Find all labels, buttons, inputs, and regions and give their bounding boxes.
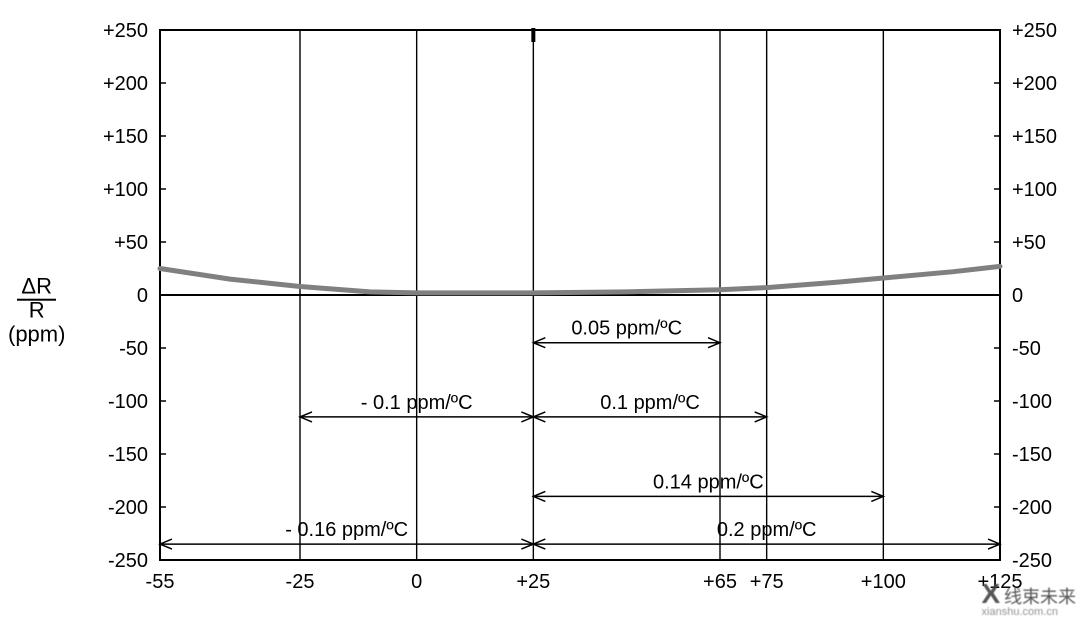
- tcr-chart: -55-250+25+65+75+100+125+250+250+200+200…: [0, 0, 1080, 622]
- y-tick-label-left: +50: [114, 232, 148, 254]
- y-tick-label-left: -250: [108, 550, 148, 572]
- y-axis-label: ΔR R (ppm): [8, 275, 65, 348]
- y-tick-label-left: 0: [137, 285, 148, 307]
- y-tick-label-right: +100: [1012, 179, 1057, 201]
- y-label-denominator: R: [25, 298, 49, 323]
- tcr-annotation: - 0.16 ppm/ºC: [285, 519, 408, 541]
- y-tick-label-right: -200: [1012, 497, 1052, 519]
- y-tick-label-left: +100: [103, 179, 148, 201]
- y-label-numerator: ΔR: [17, 274, 56, 301]
- y-tick-label-left: -150: [108, 444, 148, 466]
- tcr-annotation: 0.2 ppm/ºC: [717, 519, 817, 541]
- y-tick-label-right: -50: [1012, 338, 1041, 360]
- y-tick-label-right: +150: [1012, 126, 1057, 148]
- tcr-annotation: 0.14 ppm/ºC: [653, 471, 764, 493]
- y-label-unit: (ppm): [8, 322, 65, 347]
- x-tick-label: +100: [861, 571, 906, 593]
- y-tick-label-left: +250: [103, 20, 148, 42]
- x-tick-label: +65: [703, 571, 737, 593]
- y-tick-label-right: -250: [1012, 550, 1052, 572]
- y-tick-label-right: -100: [1012, 391, 1052, 413]
- x-tick-label: -25: [286, 571, 315, 593]
- y-tick-label-right: +200: [1012, 73, 1057, 95]
- x-tick-label: +75: [750, 571, 784, 593]
- tcr-annotation: - 0.1 ppm/ºC: [361, 392, 473, 414]
- tcr-curve: [160, 266, 1000, 293]
- y-tick-label-left: +200: [103, 73, 148, 95]
- watermark-logo: X: [982, 578, 999, 609]
- y-tick-label-right: +50: [1012, 232, 1046, 254]
- tcr-annotation: 0.05 ppm/ºC: [571, 318, 682, 340]
- x-tick-label: +25: [516, 571, 550, 593]
- watermark-text: 线束未来: [1004, 587, 1076, 607]
- y-tick-label-left: +150: [103, 126, 148, 148]
- watermark: X 线束未来 xianshu.com.cn: [982, 578, 1076, 618]
- y-tick-label-left: -200: [108, 497, 148, 519]
- x-tick-label: -55: [146, 571, 175, 593]
- y-tick-label-left: -50: [119, 338, 148, 360]
- y-tick-label-left: -100: [108, 391, 148, 413]
- y-tick-label-right: -150: [1012, 444, 1052, 466]
- y-tick-label-right: +250: [1012, 20, 1057, 42]
- y-tick-label-right: 0: [1012, 285, 1023, 307]
- x-tick-label: 0: [411, 571, 422, 593]
- tcr-annotation: 0.1 ppm/ºC: [600, 392, 700, 414]
- watermark-url: xianshu.com.cn: [982, 606, 1076, 618]
